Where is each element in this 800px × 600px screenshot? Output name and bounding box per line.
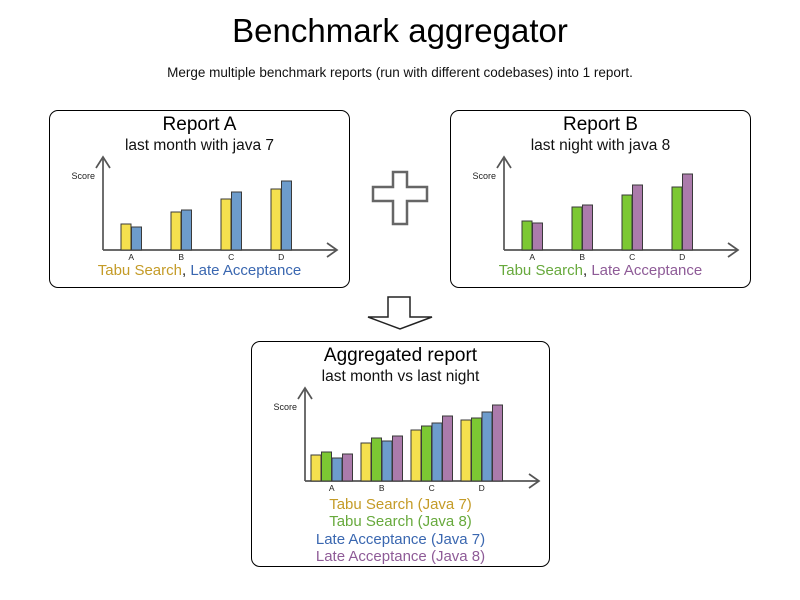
bar <box>170 211 182 251</box>
bar <box>481 411 493 482</box>
report-b-panel: Report B last night with java 8 Score A B C… <box>450 110 751 288</box>
aggregated-subtitle: last month vs last night <box>321 368 480 385</box>
y-axis-label: Score <box>472 171 496 181</box>
aggregated-chart: Score A B C D <box>253 386 550 498</box>
category-label: B <box>178 252 184 262</box>
bar <box>392 435 403 482</box>
bar <box>492 404 503 482</box>
bar <box>571 206 583 251</box>
bar <box>431 422 443 482</box>
y-axis-arrow <box>297 386 313 400</box>
legend-tabu-search-java8: Tabu Search (Java 8) <box>329 513 472 531</box>
bar <box>231 191 242 251</box>
legend-late-acceptance-java7: Late Acceptance (Java 7) <box>315 530 486 548</box>
bar <box>321 451 332 482</box>
bar <box>632 184 643 251</box>
legend-late-acceptance-java8: Late Acceptance (Java 8) <box>315 548 486 566</box>
x-axis-arrow <box>727 242 740 258</box>
bar <box>270 188 282 251</box>
report-a-subtitle: last month with java 7 <box>124 137 275 154</box>
legend-tabu-search-java7: Tabu Search <box>97 262 182 279</box>
category-label: C <box>629 252 635 262</box>
bar <box>582 204 593 251</box>
category-label: A <box>128 252 134 262</box>
bar <box>521 220 533 251</box>
y-axis-arrow <box>496 155 512 169</box>
report-b-subtitle: last night with java 8 <box>530 137 671 154</box>
category-label: B <box>379 483 385 493</box>
report-a-chart: Score A B C D <box>51 155 348 267</box>
category-label: D <box>679 252 685 262</box>
bar <box>331 457 343 482</box>
bar <box>131 226 142 251</box>
bar <box>181 209 192 251</box>
down-arrow-icon <box>366 294 434 334</box>
bar <box>360 442 372 482</box>
report-b-chart: Score A B C D <box>452 155 749 267</box>
category-label: A <box>529 252 535 262</box>
bar <box>471 417 482 482</box>
report-b-title: Report B <box>563 114 638 135</box>
report-a-legend: Tabu Search, Late Acceptance <box>50 262 349 279</box>
bar <box>120 223 132 251</box>
aggregated-title: Aggregated report <box>323 345 478 366</box>
bar <box>371 437 382 482</box>
legend-tabu-search-java8: Tabu Search <box>498 262 583 279</box>
plus-icon <box>368 168 432 230</box>
bar <box>621 194 633 251</box>
y-axis-label: Score <box>71 171 95 181</box>
category-label: A <box>329 483 335 493</box>
bar <box>671 186 683 251</box>
bar <box>381 440 393 482</box>
report-a-panel: Report A last month with java 7 Score A B C… <box>49 110 350 288</box>
y-axis-arrow <box>95 155 111 169</box>
legend-separator: , <box>181 262 191 279</box>
category-label: D <box>479 483 485 493</box>
bar <box>442 415 453 482</box>
y-axis-label: Score <box>273 402 297 412</box>
category-label: C <box>228 252 234 262</box>
aggregated-legend: Tabu Search (Java 7) Tabu Search (Java 8… <box>252 496 549 566</box>
bar <box>220 198 232 251</box>
bar <box>421 425 432 482</box>
bar <box>532 222 543 251</box>
page-title: Benchmark aggregator <box>232 12 568 49</box>
x-axis-arrow <box>326 242 339 258</box>
page-subtitle: Merge multiple benchmark reports (run wi… <box>167 65 633 80</box>
category-label: B <box>579 252 585 262</box>
legend-separator: , <box>582 262 592 279</box>
x-axis-arrow <box>528 473 541 489</box>
report-a-title: Report A <box>162 114 237 135</box>
bar <box>682 173 693 251</box>
legend-late-acceptance-java8: Late Acceptance <box>591 262 703 279</box>
legend-tabu-search-java7: Tabu Search (Java 7) <box>329 496 472 513</box>
bar <box>281 180 292 251</box>
category-label: D <box>278 252 284 262</box>
report-b-legend: Tabu Search, Late Acceptance <box>451 262 750 279</box>
bar <box>460 419 472 482</box>
aggregated-report-panel: Aggregated report last month vs last nig… <box>251 341 550 567</box>
bar <box>342 453 353 482</box>
legend-late-acceptance-java7: Late Acceptance <box>190 262 302 279</box>
bar <box>410 429 422 482</box>
bar <box>310 454 322 482</box>
category-label: C <box>429 483 435 493</box>
